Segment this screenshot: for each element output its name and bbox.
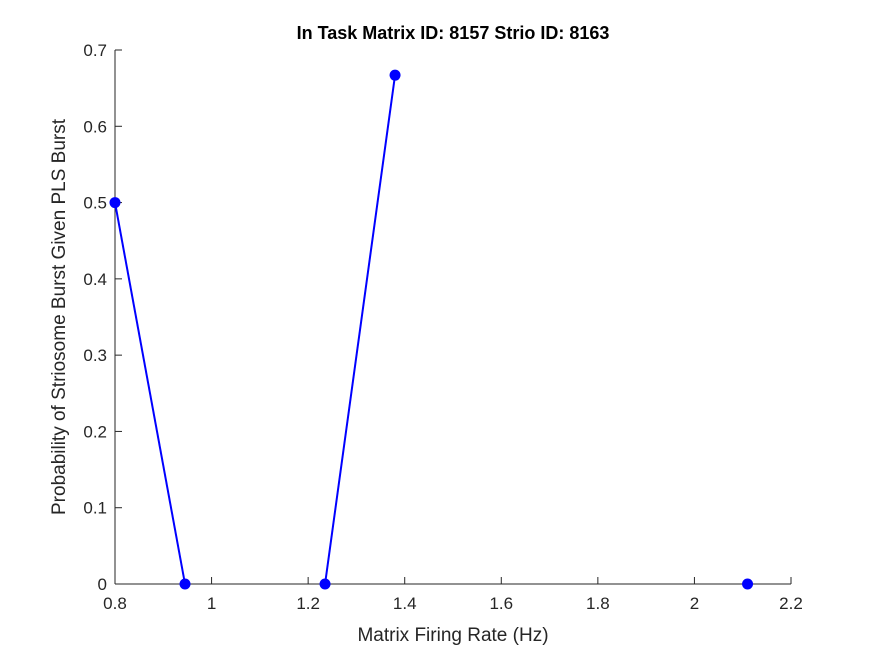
series-points <box>109 69 754 590</box>
y-tick-label: 0.1 <box>83 499 107 518</box>
y-tick-label: 0.4 <box>83 270 107 289</box>
chart-title: In Task Matrix ID: 8157 Strio ID: 8163 <box>297 23 610 43</box>
x-tick-label: 2.2 <box>779 594 803 613</box>
x-tick-label: 1.8 <box>586 594 610 613</box>
y-tick-label: 0 <box>98 575 107 594</box>
data-point <box>742 578 754 590</box>
x-tick-label: 1.4 <box>393 594 417 613</box>
x-tick-label: 1.6 <box>489 594 513 613</box>
y-tick-label: 0.7 <box>83 41 107 60</box>
axes <box>114 50 791 585</box>
y-axis-label: Probability of Striosome Burst Given PLS… <box>49 118 70 515</box>
data-point <box>319 578 331 590</box>
x-tick-label: 2 <box>690 594 699 613</box>
x-axis-label: Matrix Firing Rate (Hz) <box>357 625 548 646</box>
data-point <box>109 197 121 209</box>
y-tick-label: 0.3 <box>83 346 107 365</box>
series-lines <box>114 75 397 585</box>
y-axis-ticks: 0 0.1 0.2 0.3 0.4 0.5 0.6 0.7 <box>83 41 122 594</box>
series-line-segment <box>114 202 186 585</box>
x-tick-label: 1.2 <box>296 594 320 613</box>
y-tick-label: 0.2 <box>83 422 107 441</box>
data-point <box>389 69 401 81</box>
y-tick-label: 0.6 <box>83 117 107 136</box>
x-tick-label: 0.8 <box>103 594 127 613</box>
y-tick-label: 0.5 <box>83 194 107 213</box>
x-tick-label: 1 <box>207 594 216 613</box>
data-point <box>179 578 191 590</box>
series-line-segment <box>324 75 397 585</box>
x-axis-ticks: 0.8 1 1.2 1.4 1.6 1.8 2 2.2 <box>103 577 803 613</box>
